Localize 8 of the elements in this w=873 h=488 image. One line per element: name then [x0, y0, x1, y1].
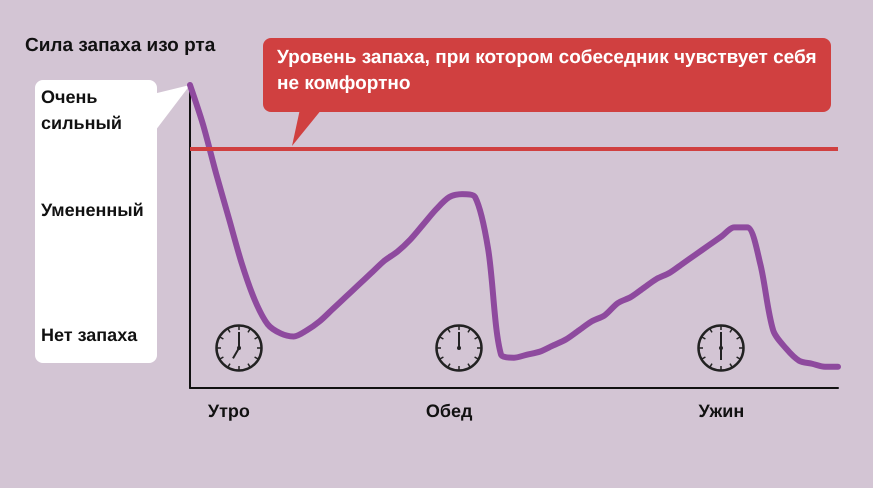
- text: Очень сильный: [41, 86, 123, 135]
- x-tick-label: Обед: [426, 401, 474, 421]
- x-tick-label: Ужин: [698, 401, 744, 421]
- x-tick-label: Утро: [208, 401, 250, 421]
- text: Нет запаха: [41, 324, 138, 347]
- text: Умененный: [41, 199, 145, 222]
- y-axis-title: Сила запаха изо рта: [25, 35, 216, 56]
- callout-box: Уровень запаха, при котором собеседник чувствует себя не комфортно: [263, 38, 831, 112]
